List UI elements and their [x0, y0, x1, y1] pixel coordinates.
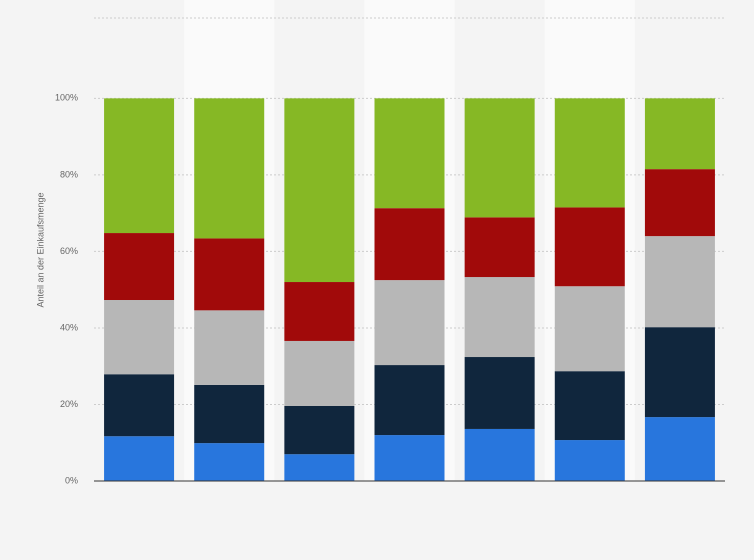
bar-segment	[104, 374, 175, 437]
bar-segment	[554, 371, 625, 441]
bar-segment	[464, 357, 535, 429]
bar-segment	[194, 98, 265, 239]
bar-segment	[194, 443, 265, 481]
bar-segment	[374, 98, 445, 209]
bar-segment	[644, 236, 715, 328]
y-axis-title: Anteil an der Einkaufsmenge	[35, 192, 45, 307]
bar-segment	[554, 207, 625, 287]
bar-segment	[104, 300, 175, 375]
bar-segment	[194, 310, 265, 385]
y-tick-label: 20%	[60, 399, 78, 409]
bar-segment	[284, 406, 355, 455]
bar-segment	[104, 436, 175, 481]
bar-segment	[374, 208, 445, 281]
bar-segment	[554, 98, 625, 208]
bar-segment	[644, 327, 715, 418]
y-tick-label: 40%	[60, 322, 78, 332]
y-tick-label: 80%	[60, 169, 78, 179]
y-tick-label: 60%	[60, 246, 78, 256]
y-tick-label: 100%	[55, 93, 78, 103]
bar-segment	[194, 384, 265, 444]
bar-segment	[104, 98, 175, 234]
bar-segment	[374, 435, 445, 481]
bar-segment	[554, 440, 625, 481]
bar-segment	[464, 428, 535, 481]
bar-segment	[464, 217, 535, 278]
bar-segment	[644, 98, 715, 170]
bar-segment	[644, 417, 715, 481]
bar-segment	[374, 280, 445, 366]
bar-segment	[374, 365, 445, 436]
bar-segment	[284, 98, 355, 283]
bar-segment	[644, 169, 715, 237]
bar-segment	[284, 282, 355, 341]
bar-segment	[194, 238, 265, 311]
y-tick-label: 0%	[65, 475, 78, 485]
bar-segment	[464, 98, 535, 218]
bar-segment	[554, 286, 625, 372]
bar-segment	[104, 233, 175, 301]
bar-segment	[464, 277, 535, 358]
bar-segment	[284, 454, 355, 481]
bar-segment	[284, 340, 355, 407]
